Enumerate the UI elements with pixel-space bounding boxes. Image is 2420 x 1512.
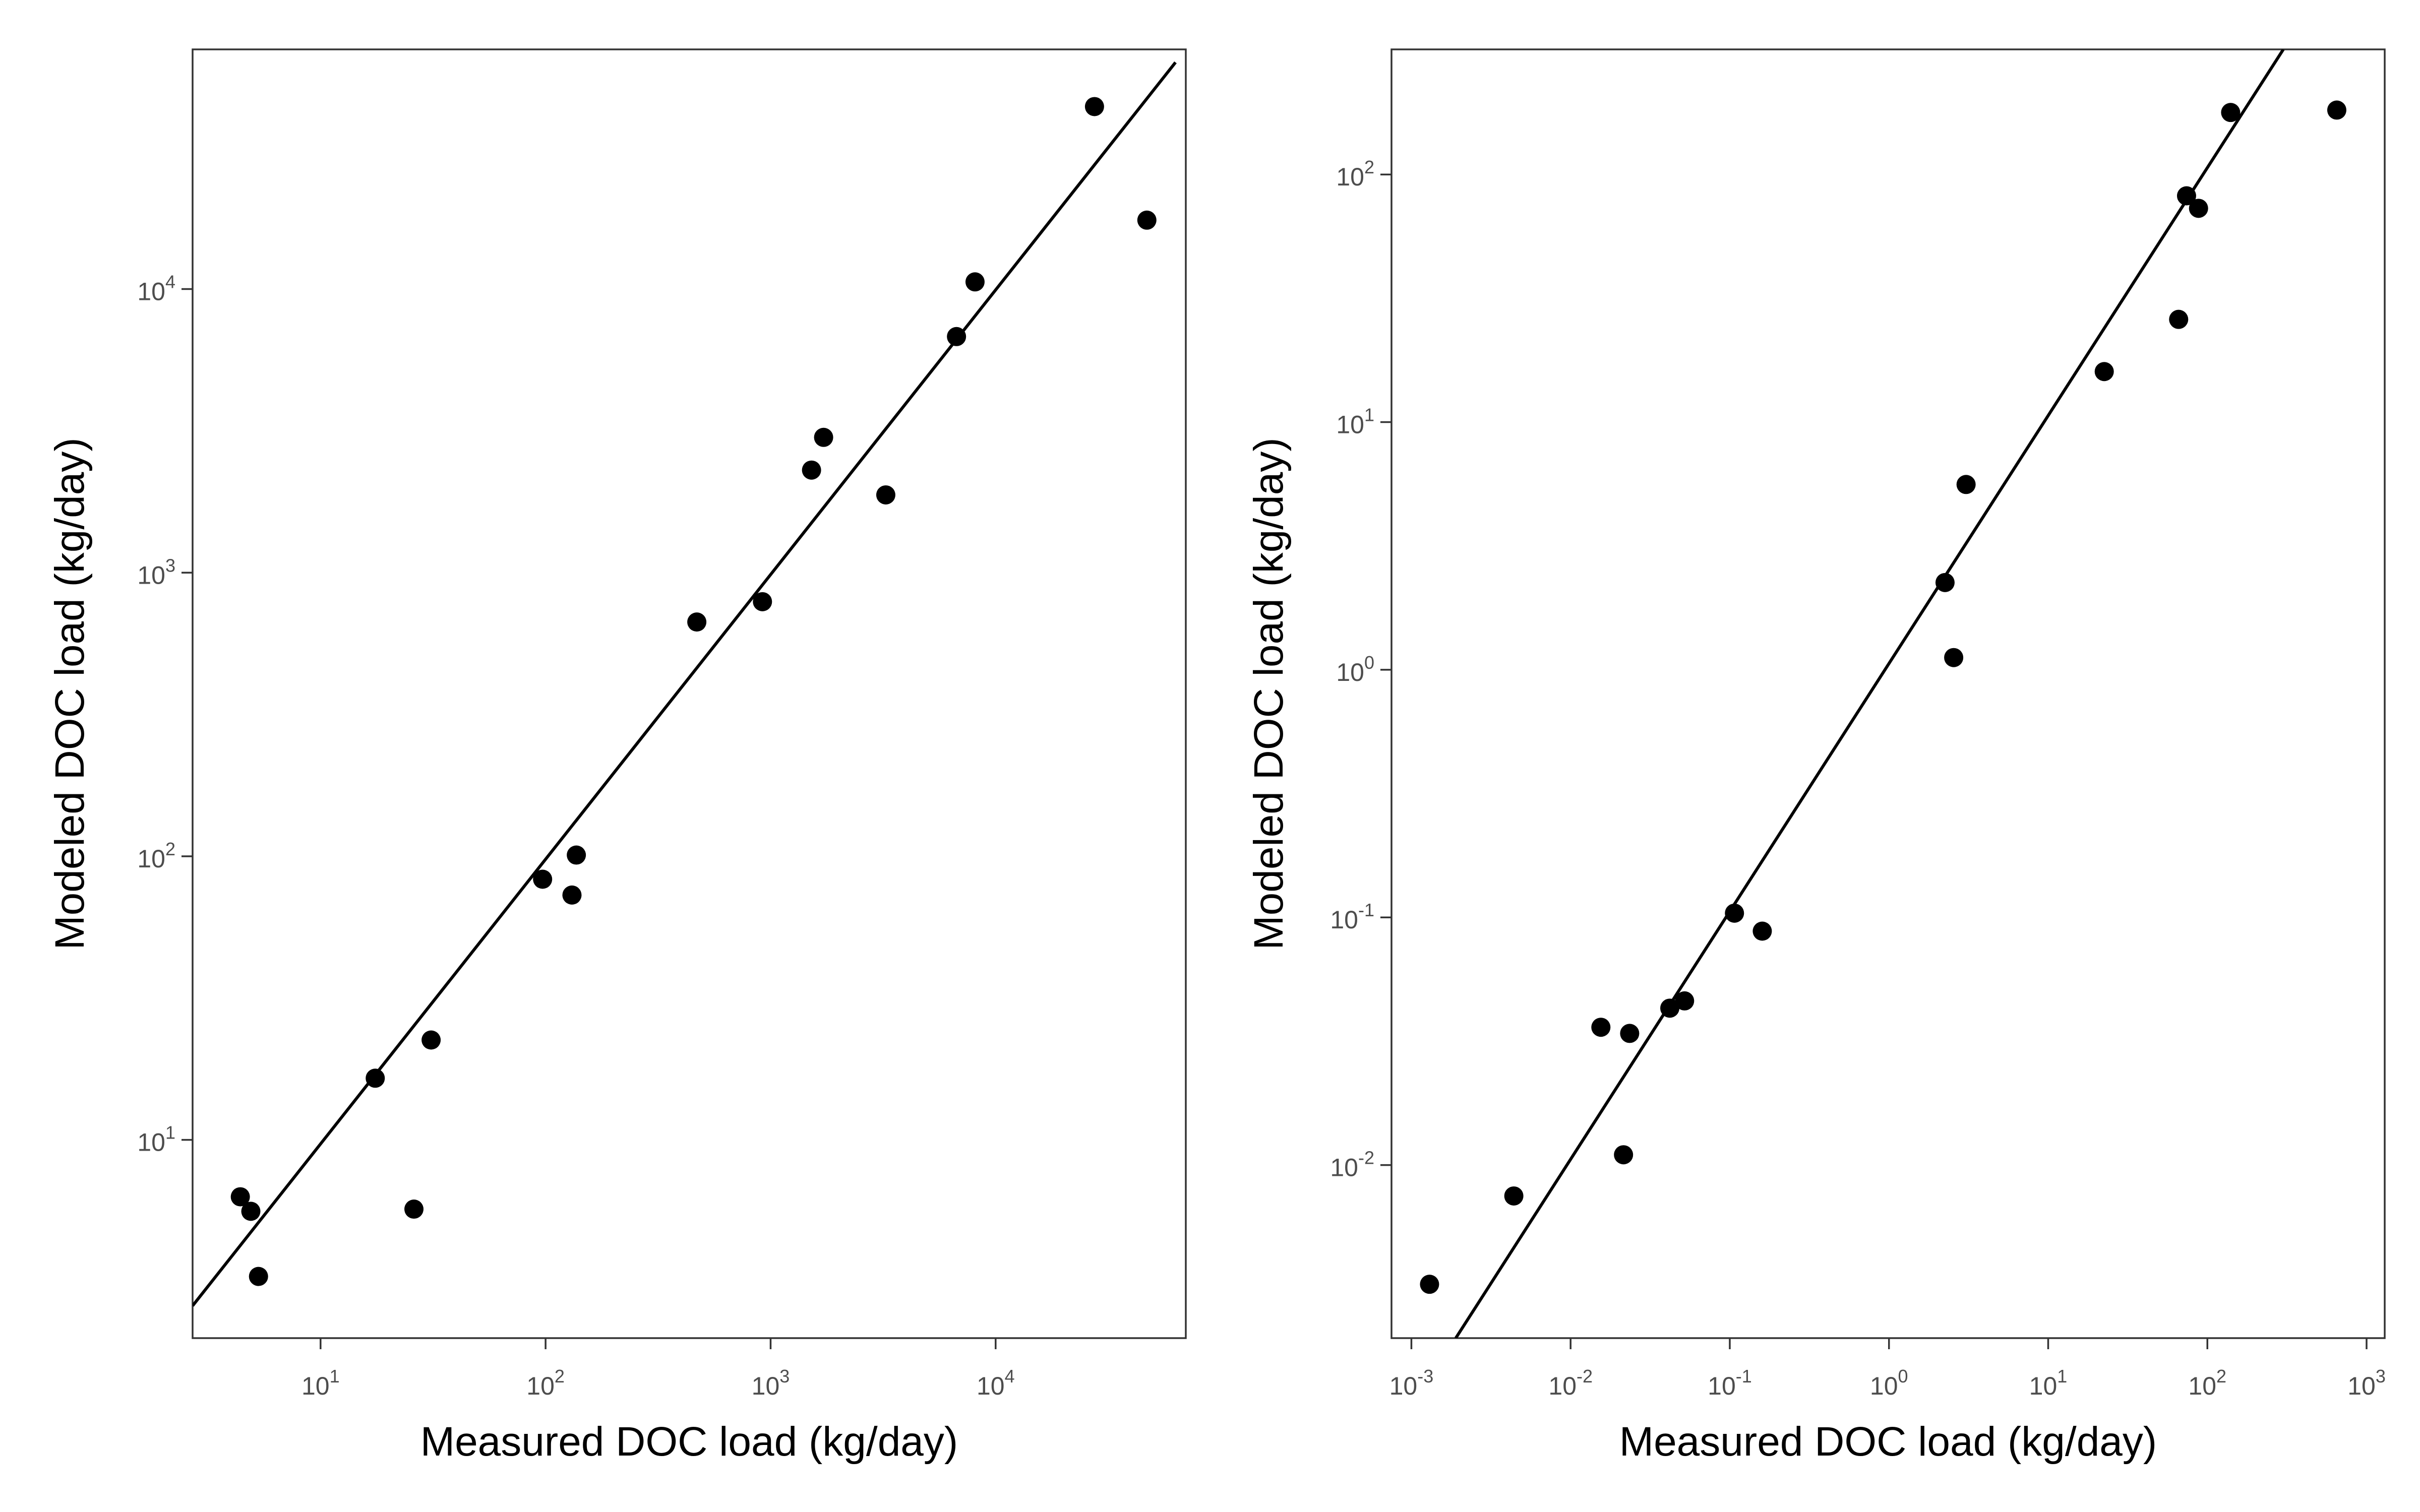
left-data-point: [366, 1068, 385, 1088]
left-x-tick-label: 101: [301, 1366, 340, 1400]
right-data-point: [2094, 362, 2114, 382]
right-data-point: [2221, 103, 2241, 122]
right-data-point: [2169, 309, 2189, 329]
left-x-axis-title: Measured DOC load (kg/day): [420, 1419, 958, 1465]
right-data-point: [1614, 1145, 1634, 1165]
left-data-point: [1084, 97, 1104, 116]
right-x-tick-label: 10-1: [1708, 1366, 1752, 1400]
right-chart-panel: 10-3 10-2 10-1 100 101 102 103 10-2 10-1 100 101 10…: [1246, 48, 2386, 1465]
right-y-tick-label: 102: [1336, 157, 1374, 191]
left-data-point: [753, 592, 772, 611]
right-data-point: [1725, 903, 1744, 923]
right-data-point: [2327, 100, 2346, 120]
left-data-point: [404, 1200, 424, 1219]
right-x-tick-label: 102: [2188, 1366, 2226, 1400]
left-data-point: [687, 612, 707, 632]
right-x-tick-label: 10-3: [1389, 1366, 1434, 1400]
right-data-point: [1420, 1275, 1439, 1294]
right-data-point: [1752, 921, 1772, 941]
left-data-point: [947, 327, 966, 346]
left-data-point: [1137, 210, 1157, 230]
left-data-point: [533, 869, 553, 889]
left-data-point: [802, 460, 821, 480]
right-y-tick-label: 101: [1336, 405, 1374, 439]
left-data-point: [965, 272, 985, 292]
left-data-point: [249, 1267, 268, 1286]
left-y-tick-label: 104: [137, 272, 175, 306]
left-data-point: [814, 427, 833, 447]
left-data-point: [241, 1202, 261, 1221]
left-y-tick-label: 103: [137, 555, 175, 589]
left-y-tick-label: 101: [137, 1122, 175, 1157]
left-y-axis-title: Modeled DOC load (kg/day): [47, 437, 93, 950]
left-y-tick-label: 102: [137, 839, 175, 873]
left-x-tick-label: 103: [752, 1366, 790, 1400]
left-chart-panel: 101 102 103 104 101 102 103 104 Measured DOC loa…: [47, 48, 1187, 1465]
right-data-point: [1935, 573, 1955, 592]
right-x-axis-title: Measured DOC load (kg/day): [1619, 1419, 2157, 1465]
right-data-point: [1504, 1186, 1524, 1206]
left-data-point: [567, 845, 586, 865]
right-x-tick-label: 101: [2029, 1366, 2068, 1400]
right-y-tick-label: 100: [1336, 652, 1374, 686]
right-x-tick-label: 10-2: [1548, 1366, 1593, 1400]
left-data-point: [562, 885, 582, 905]
left-data-point: [876, 485, 895, 505]
left-data-point: [230, 1187, 250, 1207]
right-data-point: [1591, 1018, 1611, 1037]
left-fit-line: [193, 61, 1177, 1307]
right-x-tick-label: 103: [2347, 1366, 2386, 1400]
right-y-tick-label: 10-1: [1330, 900, 1374, 934]
left-data-point: [421, 1030, 441, 1050]
left-x-tick-label: 104: [977, 1366, 1015, 1400]
left-plot-border: [192, 48, 1187, 1339]
right-x-tick-label: 100: [1870, 1366, 1908, 1400]
right-data-point: [1675, 991, 1695, 1011]
right-data-point: [2189, 199, 2208, 218]
right-data-point: [1956, 475, 1976, 494]
right-data-point: [1660, 998, 1680, 1018]
right-data-point: [1944, 648, 1964, 667]
right-data-point: [2176, 186, 2196, 206]
right-fit-line: [1454, 49, 2285, 1338]
right-y-tick-label: 10-2: [1330, 1148, 1374, 1182]
left-x-tick-label: 102: [526, 1366, 565, 1400]
right-y-axis-title: Modeled DOC load (kg/day): [1246, 437, 1292, 950]
right-data-point: [1620, 1024, 1640, 1043]
